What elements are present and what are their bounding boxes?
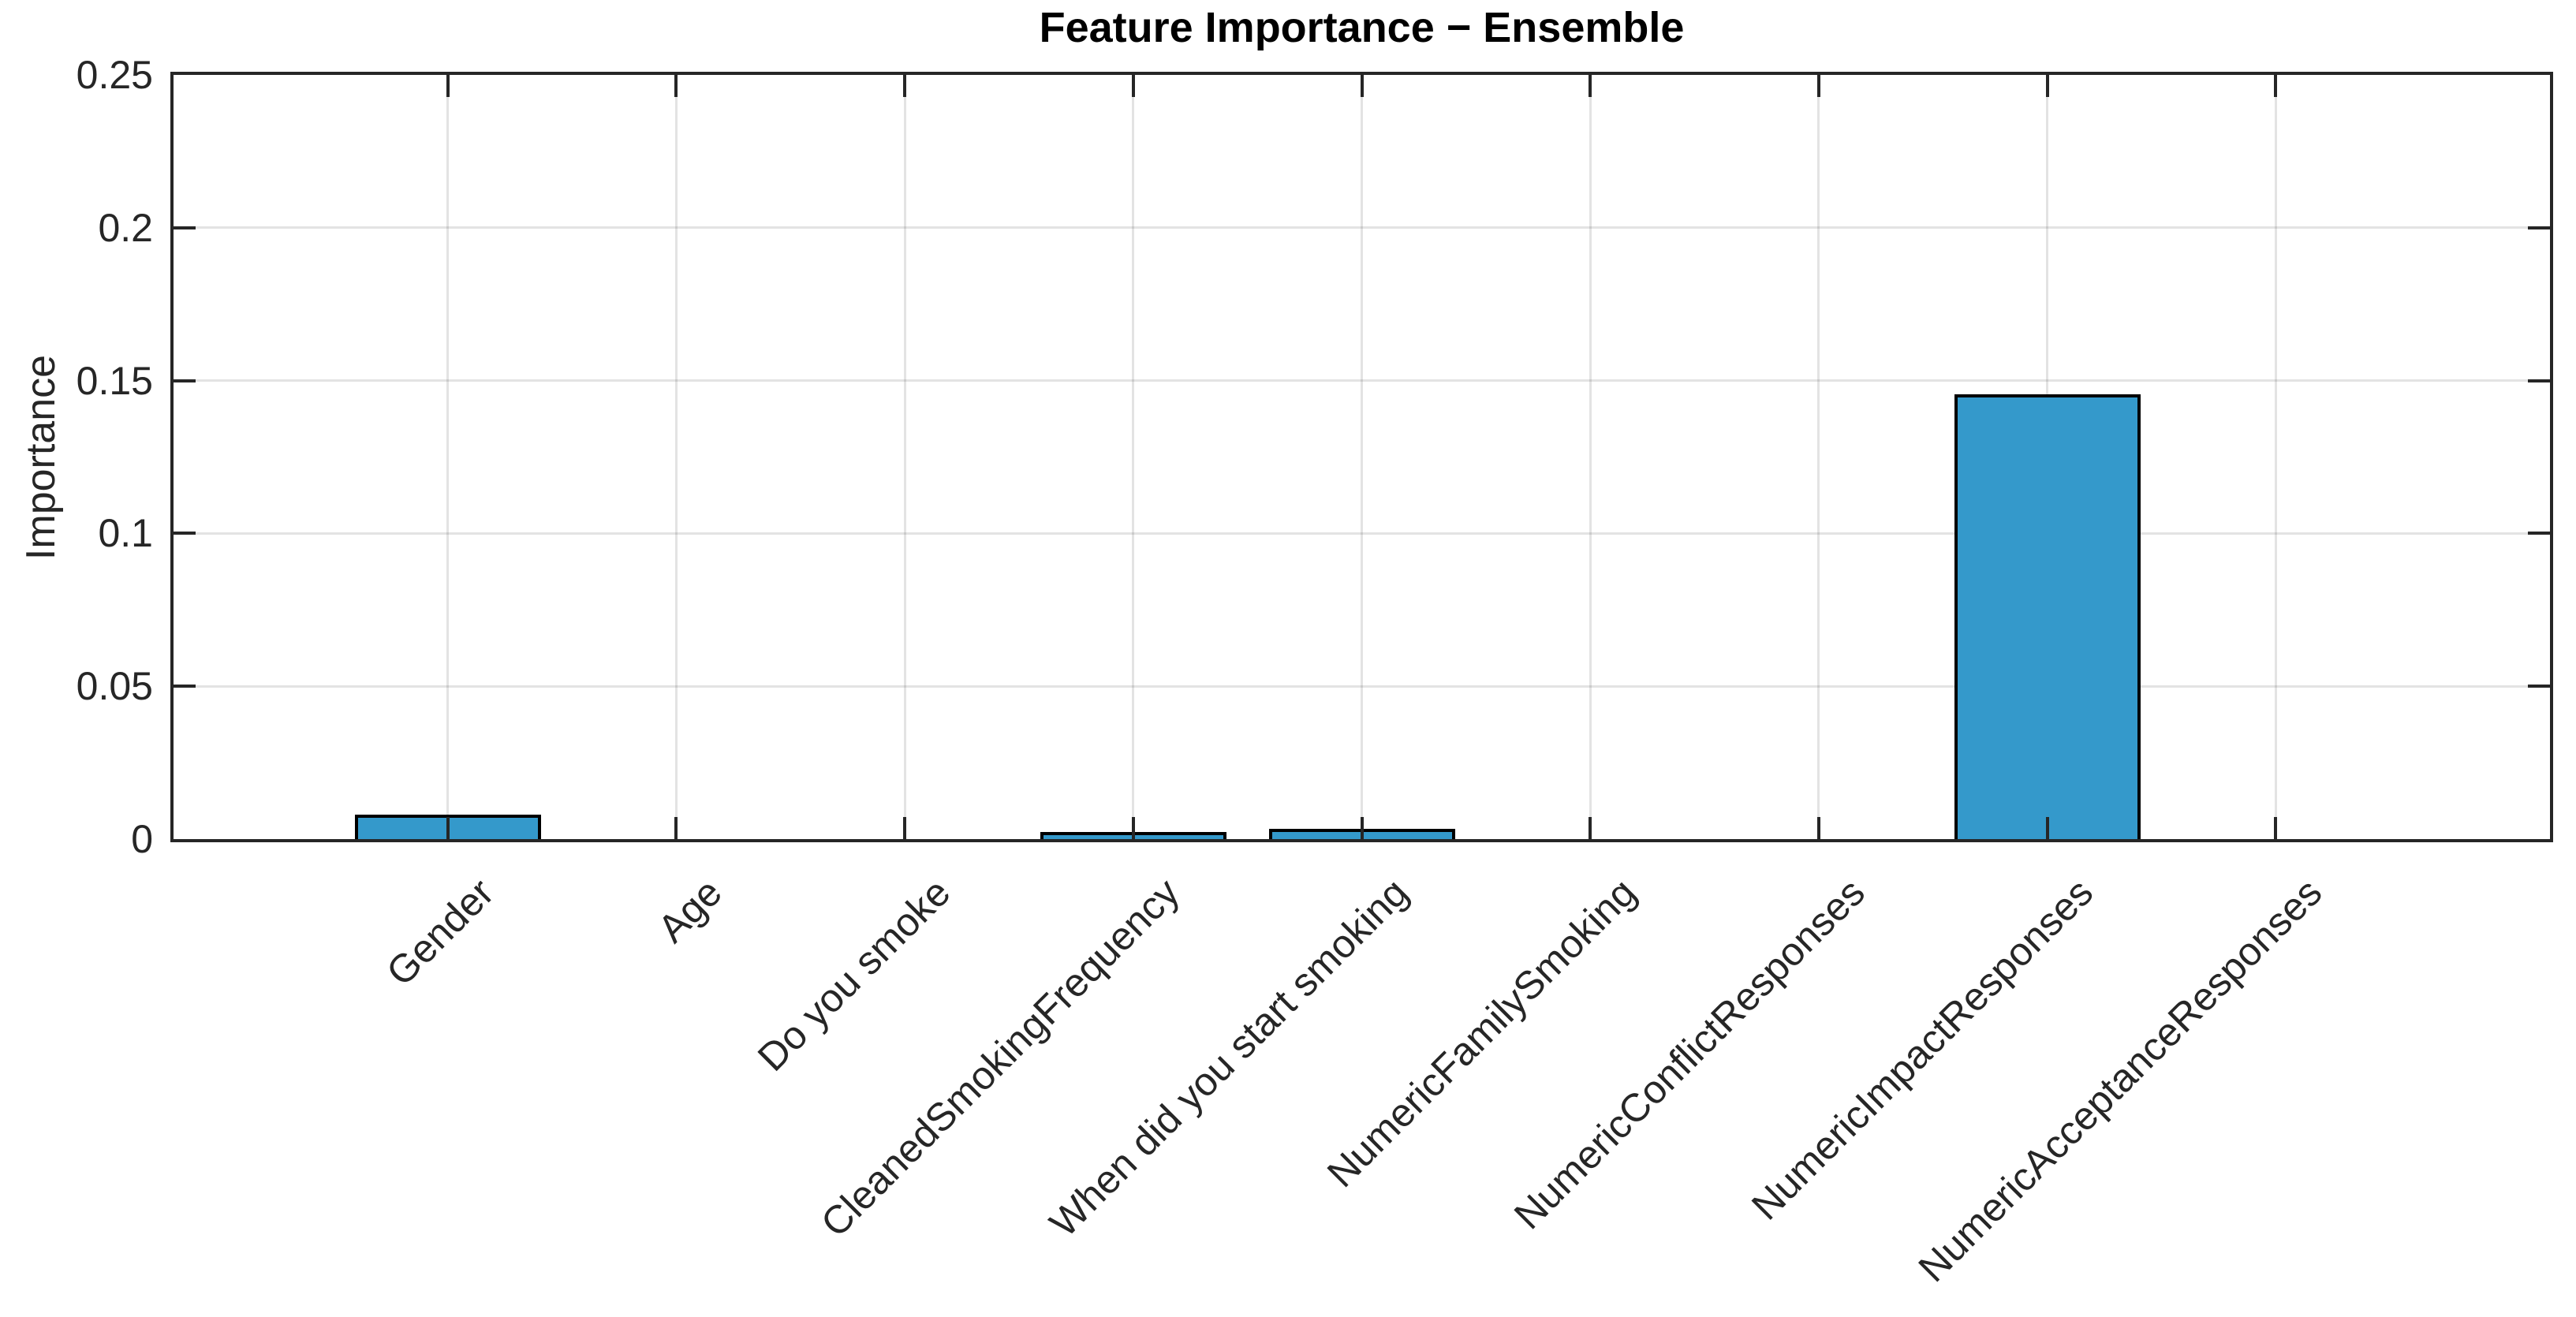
y-tick-right — [2528, 532, 2550, 535]
x-tick-bottom — [1131, 817, 1135, 839]
x-tick-top — [2274, 75, 2278, 97]
x-tick-bottom — [674, 817, 678, 839]
gridline-horizontal — [174, 379, 2550, 382]
gridline-vertical — [1589, 75, 1592, 839]
gridline-vertical — [446, 75, 450, 839]
x-tick-bottom — [903, 817, 907, 839]
x-tick-bottom — [2274, 817, 2278, 839]
x-tick-label: Gender — [378, 870, 502, 994]
y-tick-label: 0.2 — [98, 205, 153, 250]
x-tick-label: Do you smoke — [749, 870, 959, 1080]
bar — [1954, 394, 2141, 839]
x-tick-top — [903, 75, 907, 97]
gridline-vertical — [674, 75, 678, 839]
x-tick-top — [1589, 75, 1592, 97]
gridline-horizontal — [174, 532, 2550, 535]
gridline-vertical — [2274, 75, 2277, 839]
gridline-horizontal — [174, 226, 2550, 229]
x-tick-top — [2045, 75, 2049, 97]
y-tick-left — [174, 379, 196, 382]
x-tick-bottom — [1816, 817, 1820, 839]
x-tick-bottom — [446, 817, 450, 839]
x-tick-label: Age — [649, 870, 731, 951]
y-tick-label: 0.05 — [76, 664, 153, 709]
y-tick-label: 0.25 — [76, 53, 153, 97]
gridline-horizontal — [174, 685, 2550, 688]
y-tick-right — [2528, 226, 2550, 229]
gridline-vertical — [1817, 75, 1820, 839]
x-tick-top — [1816, 75, 1820, 97]
x-tick-bottom — [1360, 817, 1364, 839]
gridline-vertical — [1361, 75, 1363, 839]
y-tick-left — [174, 532, 196, 535]
gridline-vertical — [1132, 75, 1135, 839]
y-tick-label: 0 — [131, 817, 153, 861]
x-tick-top — [1131, 75, 1135, 97]
gridline-vertical — [903, 75, 906, 839]
x-tick-label: NumericAcceptanceResponses — [1910, 870, 2331, 1291]
x-tick-label: When did you start smoking — [1040, 870, 1417, 1246]
y-tick-right — [2528, 379, 2550, 382]
y-tick-label: 0.1 — [98, 511, 153, 556]
x-tick-top — [446, 75, 450, 97]
y-tick-left — [174, 685, 196, 688]
plot-area — [170, 72, 2553, 842]
x-tick-bottom — [1589, 817, 1592, 839]
y-tick-label: 0.15 — [76, 358, 153, 403]
x-tick-top — [674, 75, 678, 97]
y-tick-right — [2528, 685, 2550, 688]
y-tick-left — [174, 226, 196, 229]
x-tick-top — [1360, 75, 1364, 97]
x-tick-bottom — [2045, 817, 2049, 839]
x-tick-label: CleanedSmokingFrequency — [812, 870, 1188, 1246]
chart-title: Feature Importance − Ensemble — [1039, 4, 1685, 51]
